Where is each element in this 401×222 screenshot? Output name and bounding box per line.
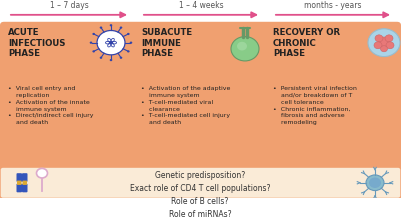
- Circle shape: [90, 42, 92, 44]
- Text: Genetic predisposition?
Exact role of CD4 T cell populations?
Role of B cells?
R: Genetic predisposition? Exact role of CD…: [130, 171, 270, 219]
- Text: months - years: months - years: [304, 1, 362, 10]
- Circle shape: [366, 175, 384, 191]
- Text: RECOVERY OR
CHRONIC
PHASE: RECOVERY OR CHRONIC PHASE: [273, 28, 340, 58]
- Circle shape: [127, 50, 130, 52]
- Circle shape: [127, 33, 130, 35]
- Circle shape: [92, 50, 95, 52]
- Circle shape: [369, 178, 381, 188]
- Text: •  Activation of the adaptive
    immune system
•  T-cell-mediated viral
    cle: • Activation of the adaptive immune syst…: [141, 86, 231, 125]
- FancyBboxPatch shape: [16, 184, 22, 192]
- Circle shape: [100, 26, 102, 29]
- FancyBboxPatch shape: [22, 184, 28, 192]
- FancyBboxPatch shape: [22, 180, 27, 185]
- FancyBboxPatch shape: [16, 173, 22, 182]
- FancyBboxPatch shape: [265, 22, 401, 172]
- Circle shape: [109, 41, 113, 44]
- FancyBboxPatch shape: [22, 173, 28, 182]
- Text: 1 – 4 weeks: 1 – 4 weeks: [179, 1, 223, 10]
- Circle shape: [120, 26, 122, 29]
- Circle shape: [110, 24, 112, 26]
- Circle shape: [110, 59, 112, 61]
- Circle shape: [100, 57, 102, 59]
- Text: •  Viral cell entry and
    replication
•  Activation of the innate
    immune s: • Viral cell entry and replication • Act…: [8, 86, 93, 125]
- Text: 1 – 7 days: 1 – 7 days: [50, 1, 88, 10]
- FancyBboxPatch shape: [0, 22, 139, 172]
- Circle shape: [92, 33, 95, 35]
- FancyBboxPatch shape: [133, 22, 271, 172]
- Circle shape: [381, 46, 387, 52]
- Text: •  Persistent viral infection
    and/or breakdown of T
    cell tolerance
•  Ch: • Persistent viral infection and/or brea…: [273, 86, 357, 125]
- Text: SUBACUTE
IMMUNE
PHASE: SUBACUTE IMMUNE PHASE: [141, 28, 192, 58]
- Circle shape: [36, 168, 47, 178]
- Circle shape: [375, 35, 383, 42]
- Circle shape: [374, 42, 382, 49]
- Circle shape: [237, 42, 247, 50]
- Circle shape: [386, 42, 394, 49]
- FancyBboxPatch shape: [17, 180, 22, 185]
- Circle shape: [368, 29, 400, 57]
- Text: ACUTE
INFECTIOUS
PHASE: ACUTE INFECTIOUS PHASE: [8, 28, 65, 58]
- Circle shape: [379, 37, 389, 47]
- Circle shape: [130, 42, 132, 44]
- Circle shape: [385, 35, 393, 42]
- FancyBboxPatch shape: [0, 167, 401, 198]
- Circle shape: [97, 30, 125, 55]
- Circle shape: [231, 37, 259, 61]
- Circle shape: [120, 57, 122, 59]
